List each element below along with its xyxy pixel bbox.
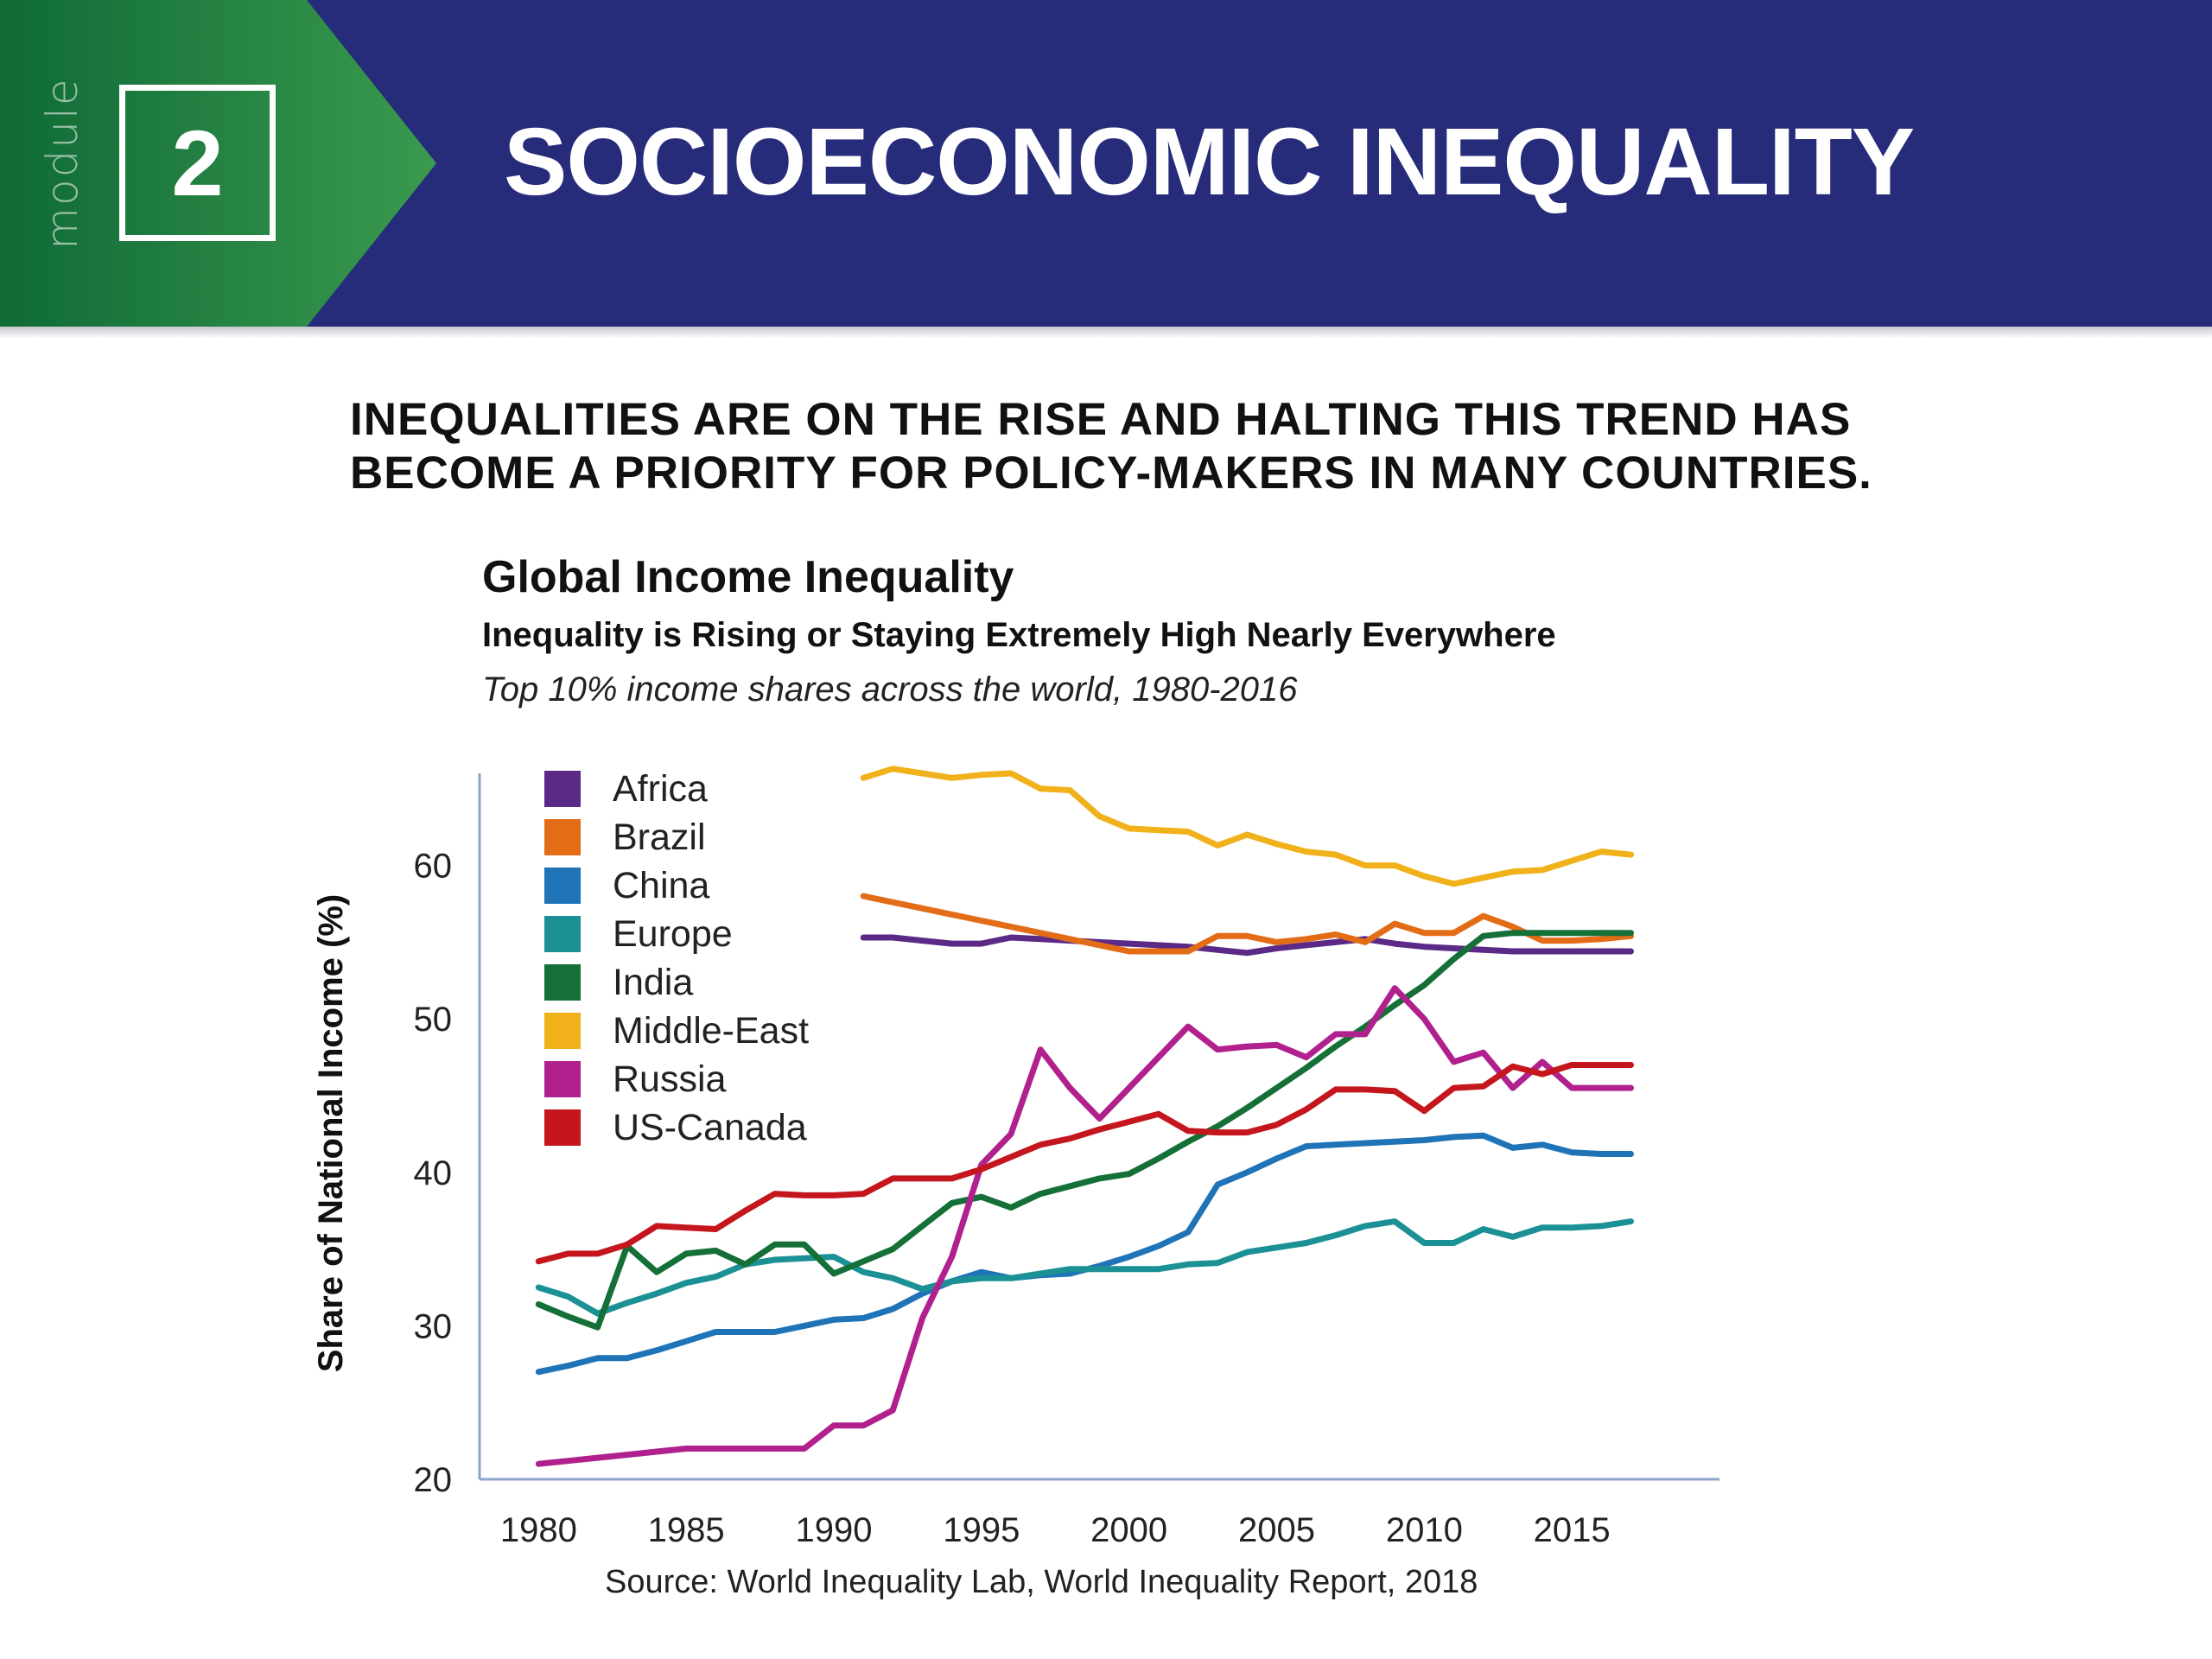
y-tick-label: 30	[414, 1307, 453, 1345]
legend-swatch-india	[544, 964, 581, 1001]
x-tick-label: 2015	[1534, 1511, 1611, 1549]
x-tick-label: 2000	[1090, 1511, 1167, 1549]
legend-label-brazil: Brazil	[613, 817, 706, 858]
headline-line-2: BECOME A PRIORITY FOR POLICY-MAKERS IN M…	[350, 448, 1872, 499]
legend-label-europe: Europe	[613, 913, 733, 955]
series-line-india	[535, 930, 1634, 1331]
legend-swatch-africa	[544, 771, 581, 807]
series-line-africa	[860, 934, 1634, 957]
legend-label-china: China	[613, 865, 709, 906]
y-axis-title: Share of National Income (%)	[312, 894, 350, 1372]
x-tick-label: 2010	[1386, 1511, 1463, 1549]
legend-label-us-canada: US-Canada	[613, 1107, 807, 1148]
legend-swatch-middle-east	[544, 1013, 581, 1049]
y-tick-label: 20	[414, 1461, 453, 1499]
legend-swatch-brazil	[544, 819, 581, 855]
banner-shadow	[0, 327, 2212, 339]
headline-line-1: INEQUALITIES ARE ON THE RISE AND HALTING…	[350, 394, 1852, 445]
y-tick-label: 50	[414, 1001, 453, 1039]
x-tick-label: 1995	[943, 1511, 1020, 1549]
module-number-box: 2	[119, 85, 276, 241]
source-note: Source: World Inequality Lab, World Ineq…	[605, 1564, 1478, 1600]
headline: INEQUALITIES ARE ON THE RISE AND HALTING…	[350, 393, 2078, 500]
legend-label-russia: Russia	[613, 1058, 727, 1100]
legend-swatch-europe	[544, 916, 581, 952]
module-chevron	[0, 0, 436, 327]
series-line-europe	[535, 1218, 1634, 1317]
chart-caption: Top 10% income shares across the world, …	[482, 671, 1298, 709]
legend-swatch-russia	[544, 1061, 581, 1097]
legend-swatch-us-canada	[544, 1109, 581, 1146]
chart-title: Global Income Inequality	[482, 552, 1014, 602]
legend-label-africa: Africa	[613, 768, 708, 810]
y-tick-label: 60	[414, 848, 453, 886]
legend-label-middle-east: Middle-East	[613, 1010, 809, 1052]
module-number: 2	[171, 111, 224, 215]
series-line-middle-east	[860, 766, 1634, 887]
x-tick-label: 1985	[648, 1511, 725, 1549]
x-tick-label: 2005	[1238, 1511, 1315, 1549]
legend-swatch-china	[544, 868, 581, 904]
series-line-russia	[535, 985, 1634, 1467]
y-tick-label: 40	[414, 1154, 453, 1192]
legend-label-india: India	[613, 962, 693, 1003]
page-title: SOCIOECONOMIC INEQUALITY	[504, 109, 1915, 215]
series-line-us-canada	[535, 1062, 1634, 1265]
x-tick-label: 1990	[796, 1511, 873, 1549]
chart-subtitle: Inequality is Rising or Staying Extremel…	[482, 616, 1556, 654]
x-tick-label: 1980	[500, 1511, 577, 1549]
series-line-brazil	[860, 893, 1634, 955]
